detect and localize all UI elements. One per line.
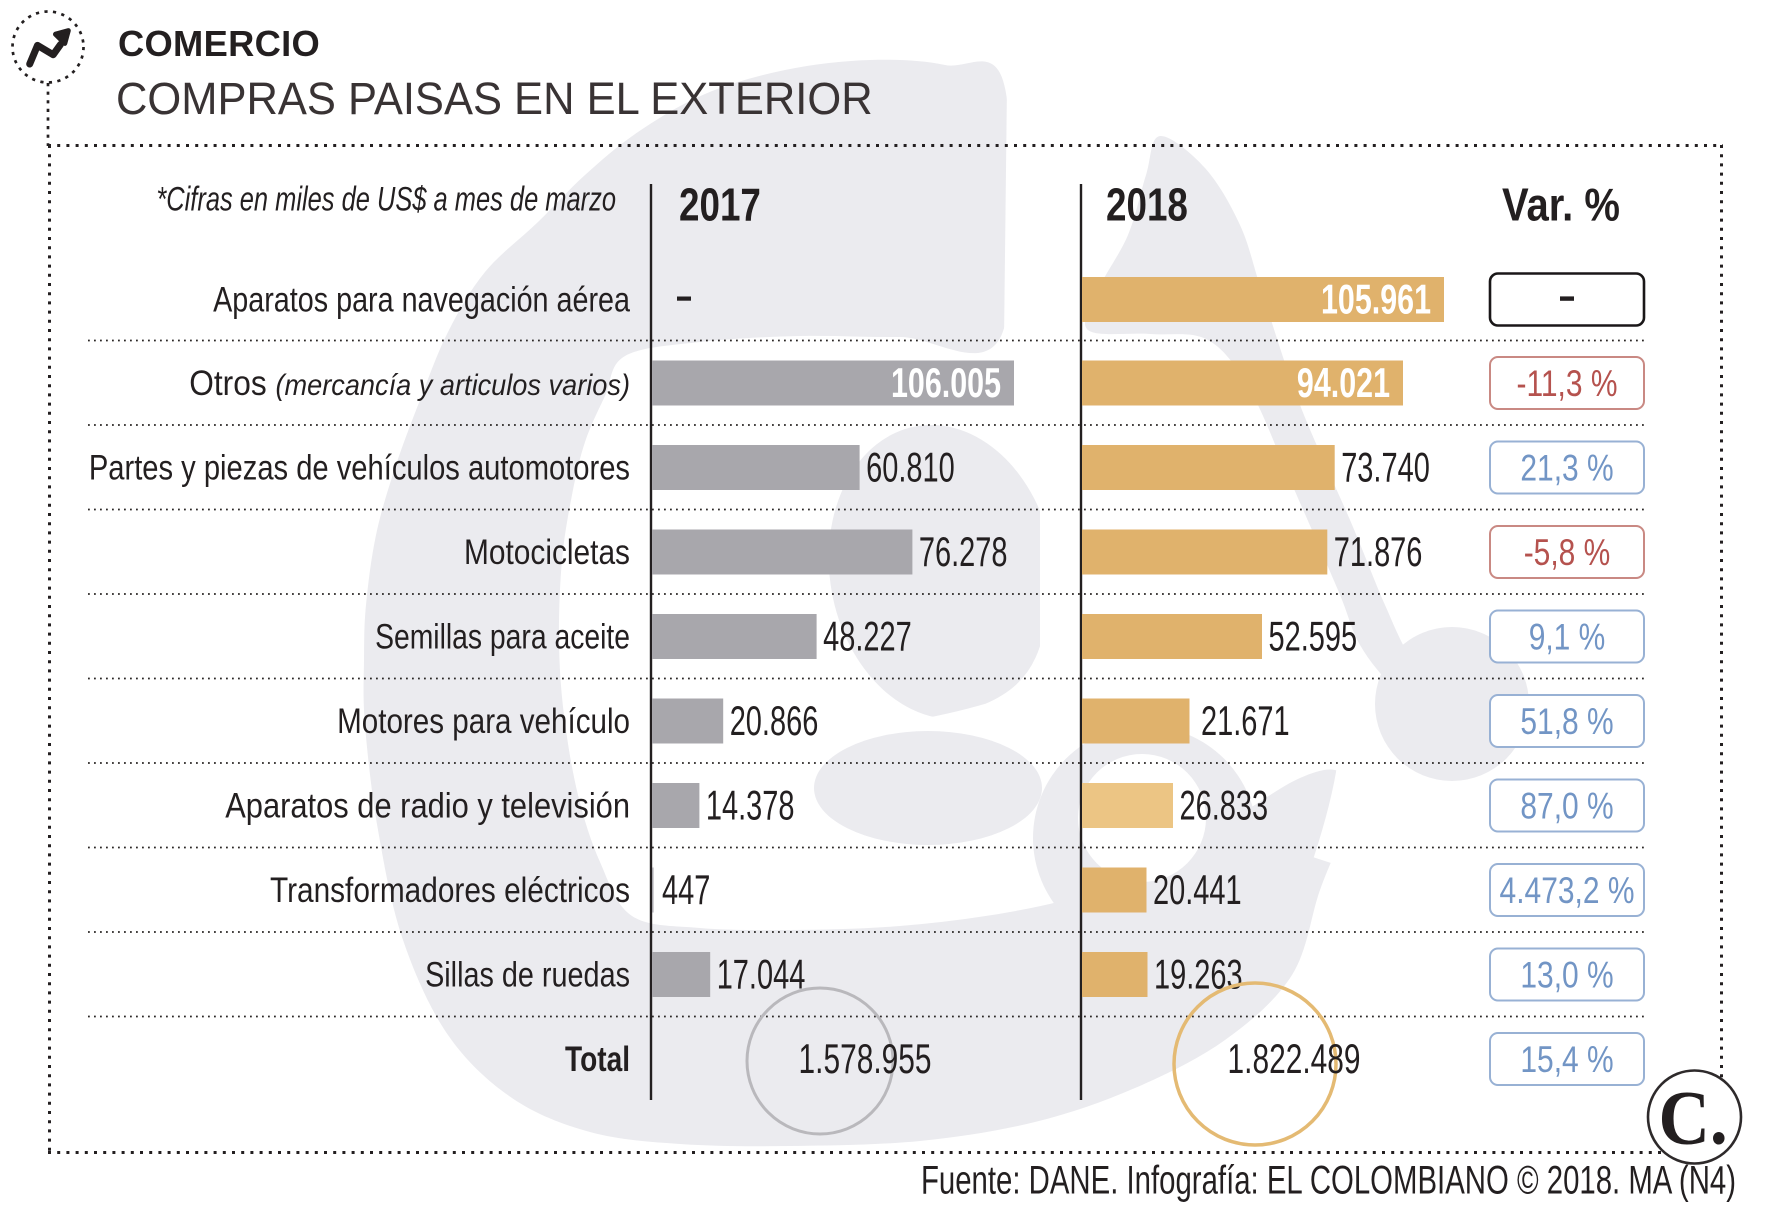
svg-text:2018: 2018 xyxy=(1106,178,1188,230)
svg-text:Partes y piezas de vehículos a: Partes y piezas de vehículos automotores xyxy=(89,448,630,487)
svg-text:76.278: 76.278 xyxy=(919,529,1008,575)
svg-text:21,3 %: 21,3 % xyxy=(1520,449,1613,490)
svg-text:COMPRAS PAISAS EN EL EXTERIOR: COMPRAS PAISAS EN EL EXTERIOR xyxy=(116,74,873,124)
svg-text:19.263: 19.263 xyxy=(1154,952,1243,998)
svg-text:9,1 %: 9,1 % xyxy=(1529,618,1606,659)
svg-text:-11,3 %: -11,3 % xyxy=(1516,364,1617,405)
svg-text:60.810: 60.810 xyxy=(866,445,955,491)
svg-text:Motores para vehículo: Motores para vehículo xyxy=(337,702,630,741)
svg-text:4.473,2 %: 4.473,2 % xyxy=(1500,871,1635,912)
svg-text:13,0 %: 13,0 % xyxy=(1520,956,1613,997)
svg-text:1.822.489: 1.822.489 xyxy=(1228,1035,1361,1082)
svg-text:Fuente: DANE. Infografía: EL C: Fuente: DANE. Infografía: EL COLOMBIANO … xyxy=(921,1158,1736,1202)
svg-text:-5,8 %: -5,8 % xyxy=(1524,533,1611,574)
svg-text:COMERCIO: COMERCIO xyxy=(118,23,320,64)
svg-text:Transformadores eléctricos: Transformadores eléctricos xyxy=(270,871,630,910)
svg-text:52.595: 52.595 xyxy=(1269,614,1358,660)
svg-text:14.378: 14.378 xyxy=(706,783,795,829)
svg-text:20.441: 20.441 xyxy=(1153,867,1242,913)
svg-text:1.578.955: 1.578.955 xyxy=(799,1035,932,1082)
svg-text:71.876: 71.876 xyxy=(1334,529,1423,575)
svg-text:Otros (mercancía y articulos v: Otros (mercancía y articulos varios) xyxy=(189,365,630,404)
svg-text:2017: 2017 xyxy=(679,178,761,230)
svg-text:48.227: 48.227 xyxy=(823,614,912,660)
svg-text:21.671: 21.671 xyxy=(1201,698,1290,744)
svg-text:Motocicletas: Motocicletas xyxy=(464,533,630,572)
svg-text:17.044: 17.044 xyxy=(717,952,806,998)
svg-text:C.: C. xyxy=(1659,1076,1728,1161)
svg-text:Sillas de ruedas: Sillas de ruedas xyxy=(425,955,630,994)
svg-text:447: 447 xyxy=(662,867,710,913)
svg-text:Aparatos de radio y televisión: Aparatos de radio y televisión xyxy=(225,786,630,825)
svg-text:*Cifras en miles de US$ a mes: *Cifras en miles de US$ a mes de marzo xyxy=(156,181,616,218)
svg-text:Aparatos para navegación aérea: Aparatos para navegación aérea xyxy=(213,280,630,319)
svg-text:20.866: 20.866 xyxy=(730,698,819,744)
svg-text:51,8 %: 51,8 % xyxy=(1520,702,1613,743)
svg-text:73.740: 73.740 xyxy=(1341,445,1430,491)
svg-text:15,4 %: 15,4 % xyxy=(1520,1040,1613,1081)
svg-text:87,0 %: 87,0 % xyxy=(1520,787,1613,828)
svg-text:106.005: 106.005 xyxy=(891,360,1001,407)
svg-text:Total: Total xyxy=(565,1039,630,1079)
svg-text:94.021: 94.021 xyxy=(1297,360,1390,407)
svg-text:26.833: 26.833 xyxy=(1180,783,1269,829)
svg-text:Semillas para aceite: Semillas para aceite xyxy=(375,617,630,657)
svg-text:105.961: 105.961 xyxy=(1321,276,1431,323)
svg-text:Var. %: Var. % xyxy=(1502,180,1620,231)
